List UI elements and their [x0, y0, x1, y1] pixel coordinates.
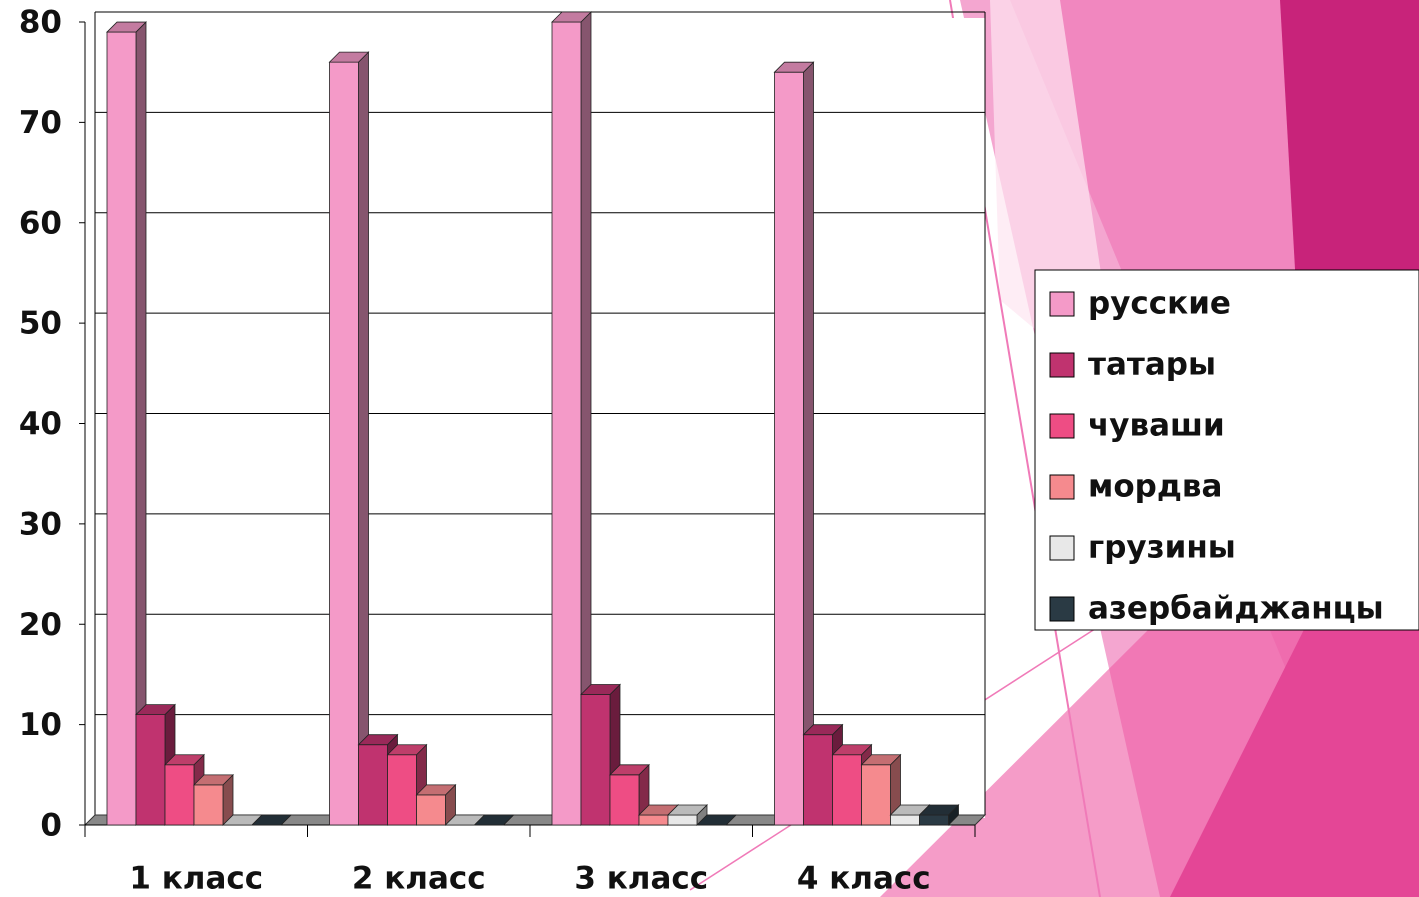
y-tick-label: 20	[19, 607, 62, 643]
bar-front	[193, 784, 224, 826]
bar	[251, 814, 292, 826]
legend-label: русские	[1088, 286, 1231, 322]
bar	[667, 803, 708, 826]
bar-top	[773, 61, 815, 73]
y-tick-label: 80	[19, 5, 62, 41]
x-tick-label: 2 класс	[352, 861, 486, 897]
bar-top	[164, 754, 205, 766]
bar-front	[832, 754, 862, 826]
legend-swatch	[1049, 535, 1075, 561]
bar-front	[329, 61, 359, 826]
bar-side	[358, 51, 369, 826]
legend-swatch	[1049, 352, 1075, 378]
legend-label: чуваши	[1088, 408, 1225, 444]
bar-top	[860, 754, 902, 766]
bar-top	[328, 51, 370, 63]
y-tick-label: 30	[19, 506, 62, 542]
bar-front	[551, 21, 582, 826]
bar-top	[473, 814, 515, 826]
bar-front	[890, 814, 920, 826]
bar-front	[164, 764, 195, 826]
bar-side	[803, 61, 814, 826]
legend-box	[1034, 269, 1419, 631]
legend-label: грузины	[1088, 530, 1236, 566]
bar-front	[861, 764, 891, 826]
legend-swatch	[1049, 291, 1075, 317]
bar-front	[667, 814, 698, 826]
bar-top	[918, 804, 960, 816]
x-tick-label: 1 класс	[129, 861, 263, 897]
legend-label: азербайджанцы	[1088, 591, 1384, 627]
legend-swatch	[1049, 413, 1075, 439]
y-tick-label: 60	[19, 205, 62, 241]
bar	[609, 763, 650, 826]
bar	[773, 61, 815, 826]
bar	[551, 11, 592, 826]
x-tick-label: 4 класс	[797, 861, 931, 897]
bar-top	[609, 764, 650, 776]
bar-top	[831, 744, 873, 756]
legend-swatch	[1049, 596, 1075, 622]
bar-front	[358, 744, 388, 826]
bar-front	[135, 714, 166, 826]
bar-top	[580, 684, 621, 695]
y-tick-label: 40	[19, 406, 62, 442]
bar-top	[696, 814, 737, 826]
y-tick-label: 70	[19, 105, 62, 141]
legend-label: татары	[1088, 347, 1216, 383]
bar-front	[638, 814, 669, 826]
bar	[473, 814, 515, 826]
bar-top	[551, 11, 592, 23]
bar	[328, 51, 370, 826]
legend-label: мордва	[1088, 469, 1222, 505]
bar-side	[135, 21, 147, 826]
bar-top	[357, 734, 399, 746]
bar-top	[415, 784, 457, 796]
bar-front	[387, 754, 417, 826]
plot-wall	[95, 18, 985, 818]
bar	[106, 21, 147, 826]
bar-front	[580, 694, 611, 826]
bar-front	[609, 774, 640, 826]
y-tick-label: 0	[40, 808, 62, 844]
bar	[918, 803, 960, 826]
bar-top	[251, 814, 292, 826]
legend-swatch	[1049, 474, 1075, 500]
bar-front	[774, 71, 804, 826]
bar	[193, 773, 234, 826]
bar-top	[193, 774, 234, 786]
y-tick-label: 10	[19, 707, 62, 743]
bar-top	[802, 724, 844, 736]
bar-front	[919, 814, 949, 826]
bar-top	[135, 704, 176, 715]
bar-top	[106, 21, 147, 33]
bar-front	[416, 794, 446, 826]
bar-top	[667, 804, 708, 816]
bar	[415, 783, 457, 826]
x-tick-label: 3 класс	[574, 861, 708, 897]
y-tick-label: 50	[19, 306, 62, 342]
bar-top	[386, 744, 428, 756]
bar-front	[106, 31, 137, 826]
bar-front	[803, 734, 833, 826]
bar	[696, 814, 737, 826]
